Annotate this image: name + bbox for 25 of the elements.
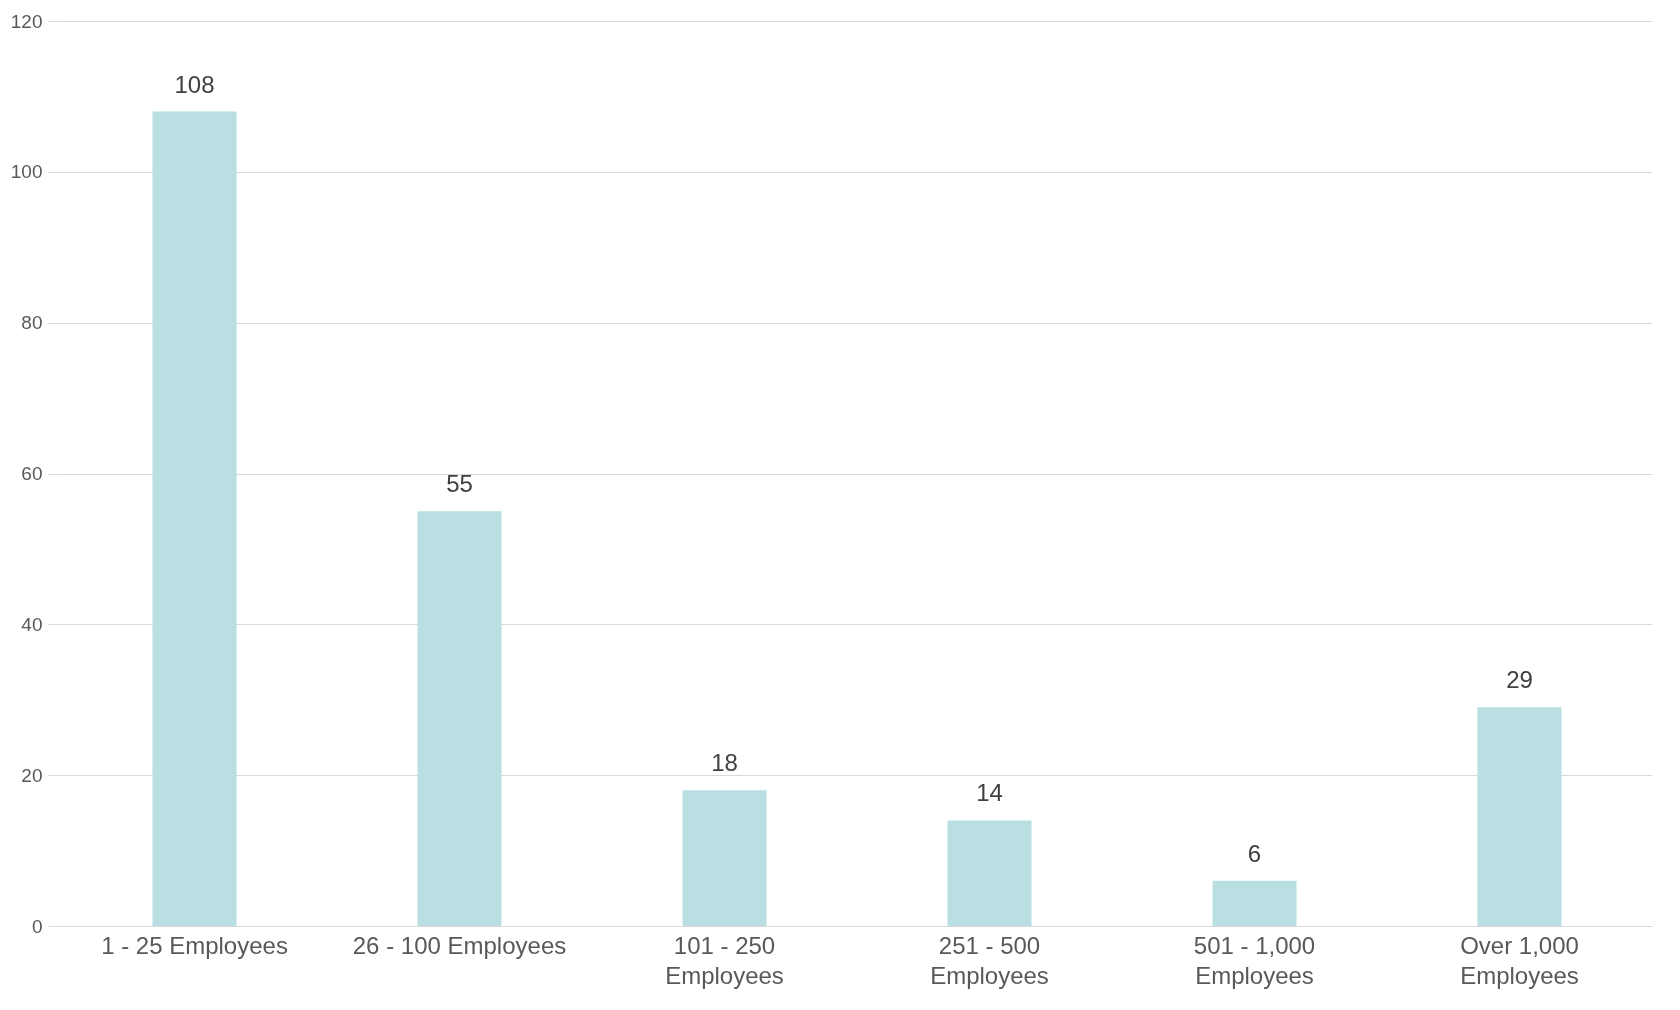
y-tick-label: 20 [21,764,43,786]
bar [417,511,502,926]
data-label: 55 [446,470,473,498]
data-label: 14 [976,779,1003,807]
bar [682,790,767,926]
y-tick-label: 40 [21,613,43,635]
y-tick-label: 120 [10,10,43,32]
y-tick-label: 80 [21,312,43,334]
bar [947,820,1032,926]
x-tick-label: 501 - 1,000 Employees [1193,931,1316,989]
y-tick-label: 0 [31,915,43,937]
x-tick-label: Over 1,000 Employees [1460,931,1579,989]
data-label: 18 [711,749,738,777]
data-label: 108 [174,70,215,98]
bar [1477,707,1562,926]
data-label: 6 [1247,839,1262,867]
x-tick-label: 26 - 100 Employees [352,931,567,959]
x-tick-label: 1 - 25 Employees [101,931,288,959]
x-tick-label: 251 - 500 Employees [930,931,1049,989]
y-tick-label: 100 [10,161,43,183]
bar [152,111,237,926]
data-label: 29 [1506,666,1533,694]
y-tick-label: 60 [21,463,43,484]
bar [1212,880,1297,926]
x-tick-label: 101 - 250 Employees [665,931,784,989]
